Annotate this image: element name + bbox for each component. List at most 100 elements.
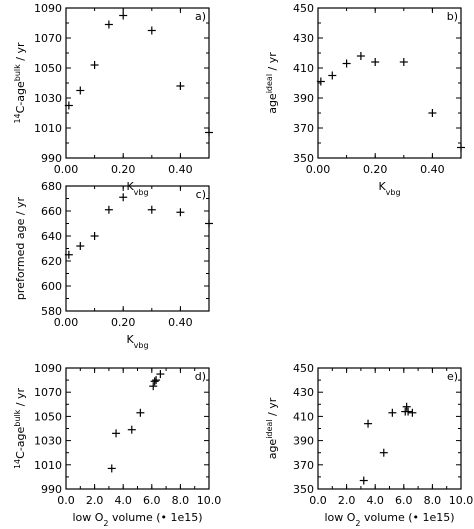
panel-b-letter: b) bbox=[447, 10, 458, 23]
panel-c-point-1 bbox=[76, 242, 85, 250]
panel-e-ytick-label-1: 370 bbox=[293, 459, 314, 472]
panel-e-point-1 bbox=[364, 419, 373, 428]
panel-d-xlabel-part-0: low O bbox=[72, 511, 103, 524]
panel-e-xlabel-part-1: 2 bbox=[355, 519, 360, 528]
panel-d-frame bbox=[65, 367, 210, 490]
panel-c-ylabel: preformed age / yr bbox=[14, 196, 27, 300]
panel-c-xlabel: Kvbg bbox=[126, 333, 148, 350]
panel-c-xtick-label-1: 0.20 bbox=[111, 316, 136, 329]
panel-d-letter: d) bbox=[195, 370, 206, 383]
panel-a-ytick-label-2: 1030 bbox=[34, 92, 62, 105]
panel-b-point-0 bbox=[316, 77, 325, 86]
panel-c-xlabel-part-1: vbg bbox=[134, 341, 149, 350]
panel-b: 350 370 390 410 430 450 0.00 0.20 0.40 b) ageideal… bbox=[265, 2, 465, 197]
panel-d-ytick-label-0: 990 bbox=[41, 483, 62, 496]
panel-b-point-6 bbox=[428, 109, 437, 117]
panel-c-ytick-label-2: 620 bbox=[41, 255, 62, 268]
panel-d: 990 1010 1030 1050 1070 1090 0.0 2.0 4.0 6.0 8.0 10… bbox=[13, 362, 222, 528]
panel-d-xtick-label-5: 10.0 bbox=[197, 494, 222, 507]
panel-b-xtick-label-0: 0.00 bbox=[306, 163, 331, 176]
panel-a-ytick-label-5: 1090 bbox=[34, 2, 62, 15]
panel-a-ylabel-part-3: / yr bbox=[14, 42, 27, 64]
panel-a-point-6 bbox=[176, 82, 185, 90]
panel-c-ytick-label-4: 660 bbox=[41, 205, 62, 218]
panel-e-ytick-label-3: 410 bbox=[293, 410, 314, 423]
panel-c-ytick-label-3: 640 bbox=[41, 230, 62, 243]
panel-e-xtick-label-5: 10.0 bbox=[449, 494, 474, 507]
panel-d-point-4 bbox=[149, 382, 158, 391]
panel-d-ylabel-part-0: 14 bbox=[13, 459, 22, 469]
panel-a-frame bbox=[65, 7, 210, 159]
panel-e-ytick-label-5: 450 bbox=[293, 362, 314, 375]
panel-e-ytick-label-2: 390 bbox=[293, 435, 314, 448]
panel-a-ytick-label-1: 1010 bbox=[34, 122, 62, 135]
panel-a-xlabel: Kvbg bbox=[126, 180, 148, 197]
panel-d-point-2 bbox=[127, 425, 136, 434]
panel-b-point-3 bbox=[356, 52, 365, 60]
panel-e-letter: e) bbox=[447, 370, 458, 383]
panel-c-xlabel-part-0: K bbox=[126, 333, 134, 346]
panel-e-ylabel-part-0: age bbox=[266, 439, 279, 460]
panel-e-xtick-label-2: 4.0 bbox=[366, 494, 384, 507]
panel-c-ylabel-part-0: preformed age / yr bbox=[14, 196, 27, 300]
panel-e-point-3 bbox=[388, 408, 397, 417]
panel-d-ytick-label-3: 1050 bbox=[34, 410, 62, 423]
panel-e-point-5 bbox=[402, 402, 411, 411]
panel-b-ytick-label-2: 390 bbox=[293, 92, 314, 105]
panel-b-ytick-label-4: 430 bbox=[293, 32, 314, 45]
panel-d-xlabel-part-1: 2 bbox=[103, 519, 108, 528]
panel-a-ytick-label-4: 1070 bbox=[34, 32, 62, 45]
panel-c-frame bbox=[65, 185, 210, 312]
panel-e-xtick-label-0: 0.0 bbox=[309, 494, 327, 507]
panel-e-xtick-label-1: 2.0 bbox=[338, 494, 356, 507]
panel-a-xlabel-part-1: vbg bbox=[134, 188, 149, 197]
panel-b-point-1 bbox=[328, 71, 337, 80]
panel-b-ytick-label-5: 450 bbox=[293, 2, 314, 15]
panel-a-letter: a) bbox=[195, 10, 206, 23]
panel-d-ylabel-part-1: C-age bbox=[14, 426, 27, 458]
panel-e-ylabel: ageideal / yr bbox=[265, 397, 280, 459]
panel-c-letter: c) bbox=[196, 188, 206, 201]
panel-e-ytick-label-4: 430 bbox=[293, 386, 314, 399]
panel-c-point-5 bbox=[147, 205, 156, 214]
panel-e-ylabel-part-2: / yr bbox=[266, 397, 279, 419]
panel-c-point-7 bbox=[205, 219, 213, 228]
panel-d-point-3 bbox=[136, 408, 145, 417]
panel-b-xtick-label-2: 0.40 bbox=[420, 163, 445, 176]
panel-a-xtick-label-1: 0.20 bbox=[111, 163, 136, 176]
panel-e-point-6 bbox=[404, 407, 413, 416]
panel-d-xtick-label-3: 6.0 bbox=[143, 494, 161, 507]
panel-e-ylabel-part-1: ideal bbox=[265, 419, 274, 438]
panel-a-point-3 bbox=[104, 20, 113, 29]
panel-b-frame bbox=[317, 7, 462, 159]
panel-a-ylabel-part-1: C-age bbox=[14, 81, 27, 113]
panel-e-point-0 bbox=[359, 476, 368, 485]
panel-a: 990 1010 1030 1050 1070 1090 0.00 0.20 0.40 a) 14C… bbox=[13, 2, 213, 197]
panel-d-point-1 bbox=[112, 429, 121, 438]
panel-c-point-3 bbox=[104, 205, 113, 214]
panel-d-xtick-label-1: 2.0 bbox=[86, 494, 104, 507]
panel-c-point-6 bbox=[176, 208, 185, 217]
panel-a-point-7 bbox=[205, 128, 213, 137]
panel-d-point-0 bbox=[107, 464, 116, 473]
panel-b-xtick-label-1: 0.20 bbox=[363, 163, 388, 176]
panel-c-ytick-label-1: 600 bbox=[41, 280, 62, 293]
panel-c-xtick-label-0: 0.00 bbox=[54, 316, 79, 329]
panel-d-ytick-label-4: 1070 bbox=[34, 386, 62, 399]
panel-a-xtick-label-0: 0.00 bbox=[54, 163, 79, 176]
panel-d-ytick-label-5: 1090 bbox=[34, 362, 62, 375]
panel-a-point-0 bbox=[64, 101, 73, 110]
panel-d-xtick-label-0: 0.0 bbox=[57, 494, 75, 507]
panel-a-ylabel-part-2: bulk bbox=[13, 64, 22, 81]
panel-b-ytick-label-0: 350 bbox=[293, 152, 314, 165]
panel-b-ylabel-part-1: ideal bbox=[265, 74, 274, 93]
panel-a-point-2 bbox=[90, 61, 99, 69]
panel-d-ylabel: 14C-agebulk / yr bbox=[13, 387, 28, 469]
panel-a-point-1 bbox=[76, 86, 85, 95]
panel-e-xlabel-part-2: volume (• 1e15) bbox=[360, 511, 454, 524]
panel-b-ylabel-part-2: / yr bbox=[266, 52, 279, 74]
panel-e-ytick-label-0: 350 bbox=[293, 483, 314, 496]
panel-b-point-2 bbox=[342, 59, 351, 68]
panel-d-point-6 bbox=[152, 376, 161, 385]
